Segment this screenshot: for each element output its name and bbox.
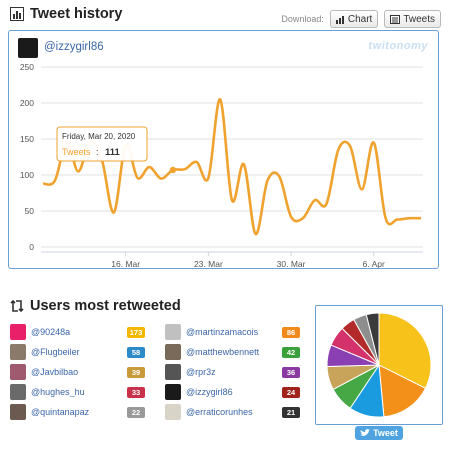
user-row[interactable]: @izzygirl86 24 xyxy=(165,384,300,400)
section-title-text: Users most retweeted xyxy=(30,298,181,314)
tooltip-colon: : xyxy=(96,147,99,157)
line-chart: 250 200 150 100 50 0 16. Mar 23. Mar 30. Mar 6. A… xyxy=(20,62,423,268)
retweet-pie-chart xyxy=(315,305,443,425)
twitter-bird-icon xyxy=(360,429,371,436)
user-row[interactable]: @90248a 173 xyxy=(10,324,145,340)
retweet-count-badge: 36 xyxy=(282,366,300,378)
section-title-text: Tweet history xyxy=(30,6,123,22)
tweets-download-button[interactable]: Tweets xyxy=(384,10,441,28)
user-handle[interactable]: @martinzamacois xyxy=(186,327,259,337)
user-handle[interactable]: @Javbilbao xyxy=(31,367,79,377)
avatar xyxy=(18,38,38,58)
retweet-count-badge: 42 xyxy=(282,346,300,358)
user-row[interactable]: @quintanapaz 22 xyxy=(10,404,145,420)
hover-point xyxy=(169,166,177,174)
tweet-history-title: Tweet history xyxy=(10,6,122,22)
pie-slice xyxy=(365,312,380,366)
download-bar: Download: Chart Tweets xyxy=(281,10,441,28)
y-tick-label: 50 xyxy=(25,206,35,216)
x-tick-label: 16. Mar xyxy=(111,259,140,268)
avatar xyxy=(10,344,26,360)
chart-download-button[interactable]: Chart xyxy=(329,10,379,28)
pie-slice xyxy=(378,364,427,418)
pie-svg xyxy=(326,312,432,418)
avatar xyxy=(10,384,26,400)
user-row[interactable]: @Javbilbao 39 xyxy=(10,364,145,380)
tooltip: Friday, Mar 20, 2020 Tweets:111 xyxy=(56,126,148,162)
retweet-count-badge: 173 xyxy=(127,326,145,338)
user-handle[interactable]: @matthewbennett xyxy=(186,347,260,357)
retweet-count-badge: 24 xyxy=(282,386,300,398)
twitonomy-logo: twitonomy xyxy=(368,40,428,52)
tweet-button-label: Tweet xyxy=(373,428,398,438)
tweets-series-line xyxy=(42,98,422,236)
retweet-count-badge: 58 xyxy=(127,346,145,358)
avatar xyxy=(165,344,181,360)
avatar xyxy=(10,404,26,420)
y-tick-label: 150 xyxy=(20,134,34,144)
retweet-count-badge: 86 xyxy=(282,326,300,338)
user-handle[interactable]: @izzygirl86 xyxy=(186,387,233,397)
chart-icon xyxy=(335,15,344,24)
retweet-icon xyxy=(10,299,24,313)
avatar xyxy=(165,364,181,380)
avatar xyxy=(165,404,181,420)
bar-chart-icon xyxy=(10,7,24,21)
user-row[interactable]: @Flugbeiler 58 xyxy=(10,344,145,360)
chart-button-label: Chart xyxy=(347,13,373,25)
user-row[interactable]: @rpr3z 36 xyxy=(165,364,300,380)
y-tick-label: 100 xyxy=(20,170,34,180)
user-row[interactable]: @hughes_hu 33 xyxy=(10,384,145,400)
tooltip-date: Friday, Mar 20, 2020 xyxy=(62,132,136,141)
x-tick-label: 30. Mar xyxy=(277,259,306,268)
avatar xyxy=(165,384,181,400)
avatar xyxy=(165,324,181,340)
retweet-count-badge: 33 xyxy=(127,386,145,398)
tweet-history-chart: @izzygirl86 twitonomy 250 200 150 100 50 0 16.… xyxy=(8,30,439,269)
y-tick-label: 200 xyxy=(20,98,34,108)
tooltip-value: 111 xyxy=(105,147,121,158)
avatar xyxy=(10,364,26,380)
user-handle[interactable]: @erraticorunhes xyxy=(186,407,253,417)
user-handle[interactable]: @quintanapaz xyxy=(31,407,90,417)
x-tick-label: 23. Mar xyxy=(194,259,223,268)
user-handle[interactable]: @Flugbeiler xyxy=(31,347,80,357)
chart-handle[interactable]: @izzygirl86 xyxy=(44,41,104,53)
user-handle[interactable]: @hughes_hu xyxy=(31,387,85,397)
user-row[interactable]: @martinzamacois 86 xyxy=(165,324,300,340)
tooltip-label: Tweets xyxy=(62,147,91,157)
pie-slice xyxy=(378,312,432,389)
download-label: Download: xyxy=(281,14,324,24)
tweet-button[interactable]: Tweet xyxy=(355,426,403,440)
list-icon xyxy=(390,14,401,24)
user-handle[interactable]: @90248a xyxy=(31,327,71,337)
retweet-count-badge: 22 xyxy=(127,406,145,418)
y-tick-label: 250 xyxy=(20,62,34,72)
users-most-retweeted-title: Users most retweeted xyxy=(10,298,181,314)
user-row[interactable]: @erraticorunhes 21 xyxy=(165,404,300,420)
retweet-count-badge: 39 xyxy=(127,366,145,378)
user-handle[interactable]: @rpr3z xyxy=(186,367,216,377)
x-tick-label: 6. Apr xyxy=(363,259,385,268)
tooltip-box xyxy=(56,126,148,162)
retweet-count-badge: 21 xyxy=(282,406,300,418)
avatar xyxy=(10,324,26,340)
user-row[interactable]: @matthewbennett 42 xyxy=(165,344,300,360)
y-tick-label: 0 xyxy=(29,242,34,252)
tweets-button-label: Tweets xyxy=(403,13,435,25)
